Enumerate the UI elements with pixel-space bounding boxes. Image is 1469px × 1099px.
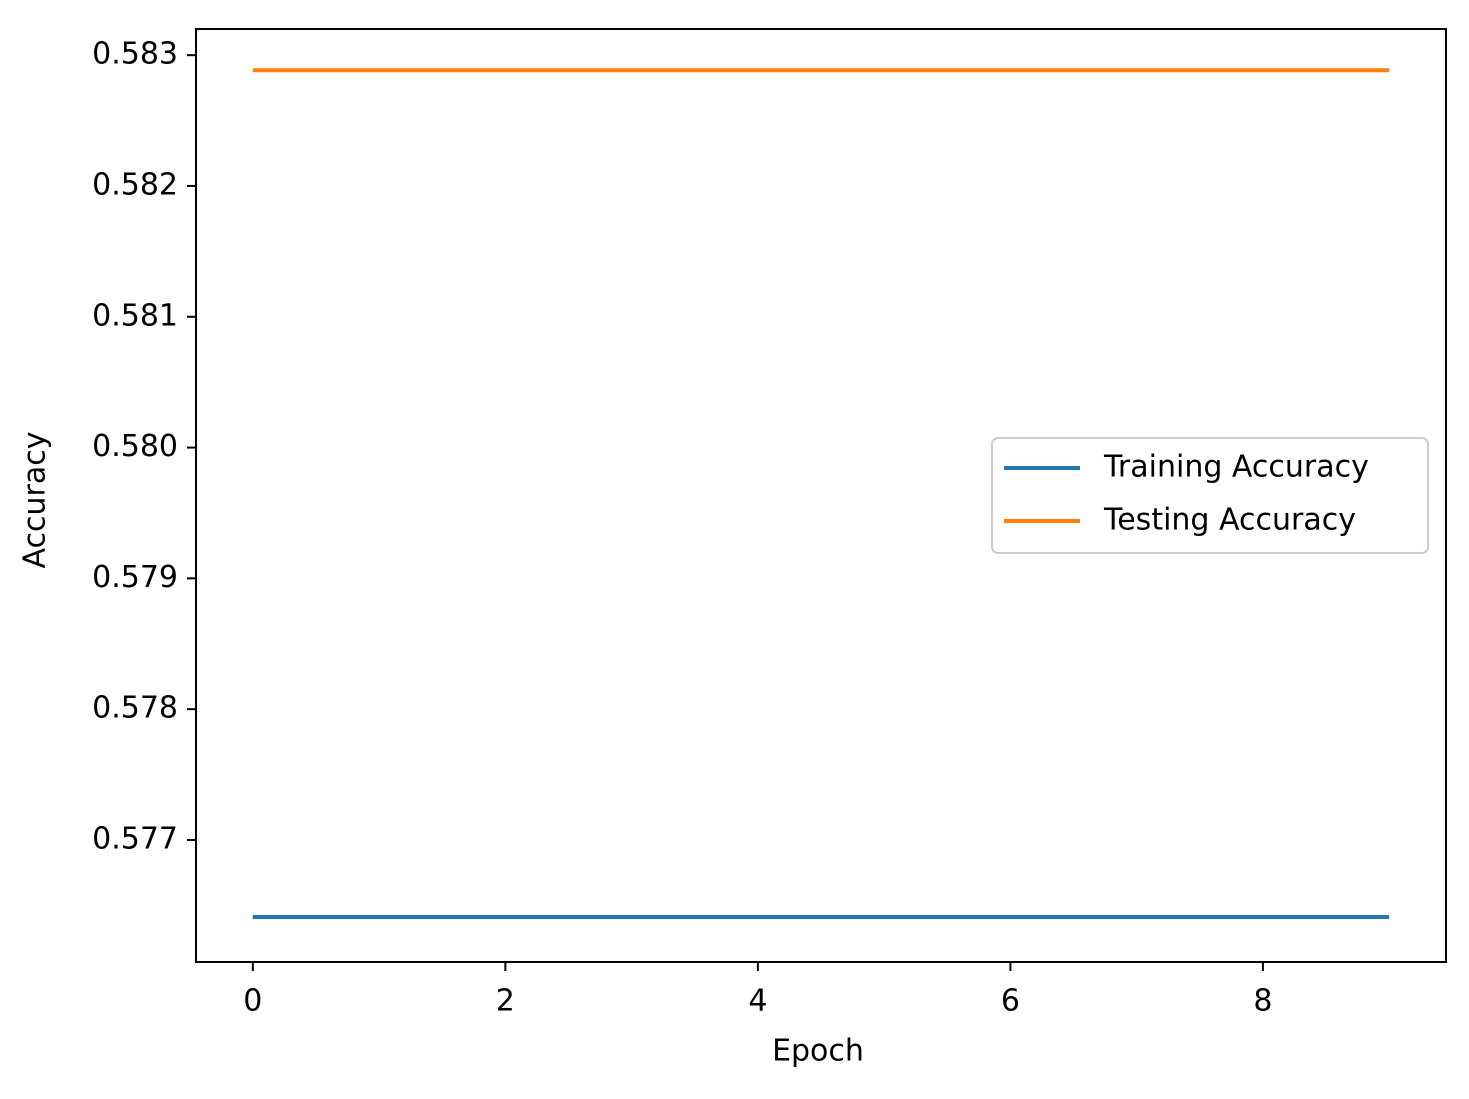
y-tick-label: 0.582 [92,167,178,202]
y-tick-label: 0.581 [92,298,178,333]
y-tick-label: 0.579 [92,560,178,595]
x-tick-label: 0 [243,984,262,1019]
plot-frame [195,28,1447,963]
y-tick-label: 0.577 [92,821,178,856]
y-tick-label: 0.580 [92,429,178,464]
x-axis-label: Epoch [772,1034,864,1069]
x-tick-label: 6 [1001,984,1020,1019]
x-tick-label: 8 [1253,984,1272,1019]
y-tick-label: 0.578 [92,691,178,726]
legend-label: Testing Accuracy [1103,503,1356,538]
x-tick-label: 4 [748,984,767,1019]
y-tick-label: 0.583 [92,37,178,72]
legend-label: Training Accuracy [1103,450,1369,485]
y-axis-label: Accuracy [18,432,53,569]
legend-box [991,437,1429,554]
x-tick-label: 2 [496,984,515,1019]
